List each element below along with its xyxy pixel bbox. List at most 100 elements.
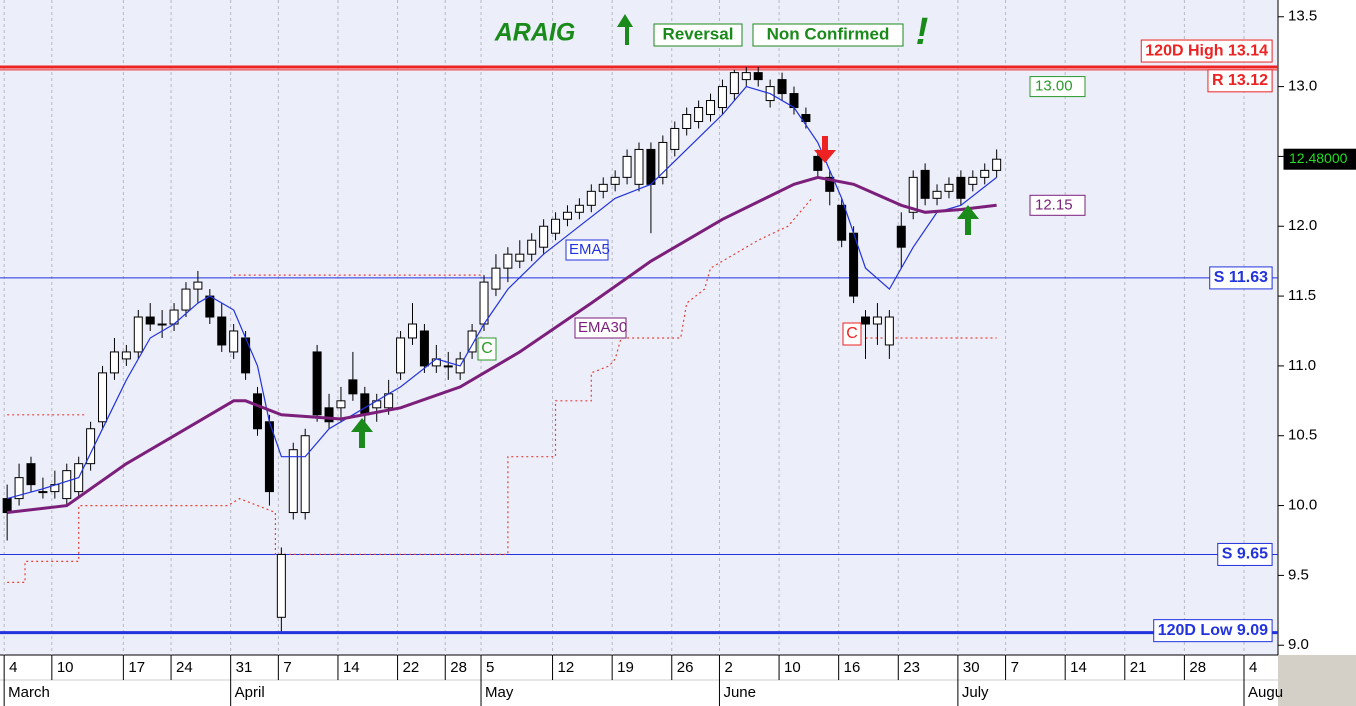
- candle-body: [992, 158, 1002, 171]
- x-tick-label: 24: [176, 659, 193, 676]
- candle-body: [264, 421, 274, 493]
- signal-box: [752, 23, 904, 47]
- plot: EMA5 EMA30: [0, 0, 1278, 655]
- x-tick-label: 10: [784, 659, 801, 676]
- candle-body: [717, 86, 727, 109]
- month-label: July: [962, 684, 989, 701]
- candle-body: [622, 155, 632, 178]
- level-label-box: [1207, 69, 1273, 93]
- candle-body: [586, 190, 596, 206]
- candle-body: [944, 183, 954, 192]
- plot-area: [0, 0, 1278, 655]
- x-tick-label: 30: [963, 659, 980, 676]
- candle-body: [682, 114, 692, 129]
- candle-body: [872, 316, 882, 325]
- candle-body: [26, 463, 36, 486]
- x-tick-label: 5: [486, 659, 494, 676]
- candle-body: [443, 365, 453, 368]
- candle-body: [312, 351, 322, 416]
- signal: !: [916, 11, 929, 53]
- candle-body: [276, 553, 286, 618]
- signal: Non Confirmed: [767, 24, 890, 43]
- candle-body: [574, 204, 584, 213]
- candle-body: [956, 176, 966, 199]
- price-label: 12.48000: [1289, 150, 1348, 166]
- candle-body: [38, 491, 48, 494]
- price-label: 13.00: [1035, 78, 1073, 95]
- candle-body: [694, 107, 704, 123]
- y-tick-label: 12.0: [1288, 217, 1317, 234]
- x-tick-label: 31: [236, 659, 253, 676]
- month-label: March: [8, 684, 50, 701]
- x-tick-label: 4: [9, 659, 17, 676]
- candle-body: [884, 316, 894, 346]
- candle-body: [419, 330, 429, 367]
- month-label: April: [235, 684, 265, 701]
- candle-body: [932, 190, 942, 199]
- y-tick-label: 11.5: [1288, 287, 1316, 304]
- x-tick-label: 2: [724, 659, 732, 676]
- marker-box: [477, 337, 497, 361]
- candle-body: [479, 281, 489, 325]
- price-label-box: [1029, 76, 1086, 98]
- buy-arrow: [957, 205, 979, 235]
- marker-box: [842, 322, 862, 346]
- candle-body: [908, 176, 918, 213]
- y-tick-label: 9.0: [1288, 636, 1309, 653]
- x-tick-label: 19: [617, 659, 634, 676]
- level-label: 120D High 13.14: [1145, 42, 1268, 59]
- candle-body: [217, 316, 227, 346]
- x-tick-label: 14: [343, 659, 360, 676]
- candle-body: [920, 169, 930, 199]
- candle-body: [157, 323, 167, 326]
- candle-body: [407, 323, 417, 339]
- candle-body: [646, 148, 656, 185]
- candle-body: [741, 72, 751, 81]
- x-tick-label: 7: [1011, 659, 1019, 676]
- signal-box: [653, 23, 743, 47]
- candle-body: [2, 498, 12, 514]
- candle-body: [300, 435, 310, 514]
- candle-body: [706, 100, 716, 116]
- candle-body: [145, 316, 155, 325]
- candle-body: [491, 267, 501, 290]
- candle-body: [14, 477, 24, 500]
- candle-body: [396, 337, 406, 374]
- x-tick-label: 21: [1130, 659, 1147, 676]
- candle-body: [813, 155, 823, 171]
- candle-body: [133, 316, 143, 353]
- candle-body: [634, 148, 644, 185]
- candle-body: [861, 316, 871, 325]
- candle-body: [729, 72, 739, 95]
- candle-body: [503, 253, 513, 269]
- price-label: 12.15: [1035, 196, 1073, 213]
- price-label-box: [1029, 194, 1086, 216]
- candle-body: [968, 176, 978, 185]
- y-tick-label: 9.5: [1288, 566, 1309, 583]
- candle-body: [598, 183, 608, 192]
- legend-label: EMA30: [578, 319, 627, 336]
- legend-box: [574, 317, 627, 339]
- level-label-box: [1140, 39, 1273, 63]
- x-tick-label: 28: [450, 659, 467, 676]
- level-label: R 13.12: [1212, 72, 1268, 89]
- candle-body: [610, 176, 620, 185]
- legend-label: EMA5: [569, 241, 610, 258]
- x-tick-label: 16: [844, 659, 861, 676]
- candle-body: [825, 176, 835, 192]
- candle-body: [539, 225, 549, 248]
- candle-body: [896, 225, 906, 248]
- candle-body: [336, 400, 346, 409]
- candle-body: [324, 407, 334, 423]
- candle-body: [527, 239, 537, 255]
- x-tick-label: 4: [1249, 659, 1257, 676]
- level-label: S 11.63: [1214, 269, 1268, 286]
- candle-body: [658, 141, 668, 178]
- ema-line: [7, 175, 997, 514]
- price-label-box: [1283, 148, 1356, 170]
- x-tick-label: 23: [903, 659, 920, 676]
- candle-body: [229, 330, 239, 353]
- candle-body: [205, 295, 215, 318]
- buy-arrow: [351, 418, 373, 448]
